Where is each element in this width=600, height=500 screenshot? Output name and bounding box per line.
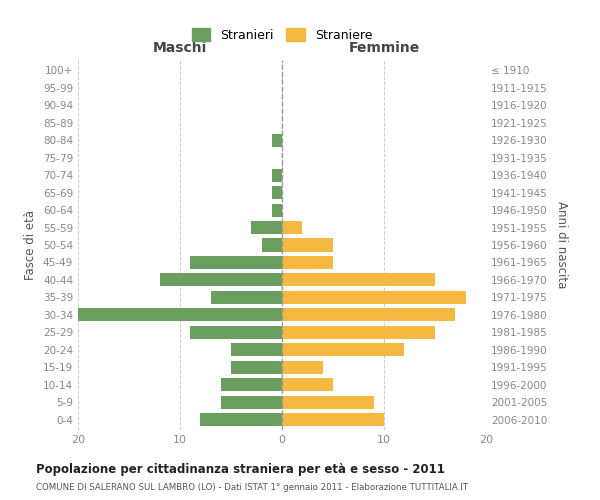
Bar	[282, 221, 302, 234]
Text: COMUNE DI SALERANO SUL LAMBRO (LO) - Dati ISTAT 1° gennaio 2011 - Elaborazione T: COMUNE DI SALERANO SUL LAMBRO (LO) - Dat…	[36, 482, 468, 492]
Bar	[231, 360, 282, 374]
Bar	[282, 238, 333, 252]
Bar	[282, 326, 435, 339]
Bar	[190, 326, 282, 339]
Bar	[282, 291, 466, 304]
Bar	[282, 378, 333, 391]
Text: Popolazione per cittadinanza straniera per età e sesso - 2011: Popolazione per cittadinanza straniera p…	[36, 462, 445, 475]
Bar	[272, 134, 282, 147]
Bar	[282, 413, 384, 426]
Y-axis label: Anni di nascita: Anni di nascita	[554, 202, 568, 288]
Bar	[282, 360, 323, 374]
Bar	[282, 308, 455, 322]
Bar	[200, 413, 282, 426]
Bar	[272, 204, 282, 216]
Bar	[221, 396, 282, 408]
Bar	[221, 378, 282, 391]
Bar	[282, 343, 404, 356]
Bar	[78, 308, 282, 322]
Bar	[211, 291, 282, 304]
Bar	[190, 256, 282, 269]
Legend: Stranieri, Straniere: Stranieri, Straniere	[189, 26, 375, 44]
Bar	[160, 274, 282, 286]
Bar	[262, 238, 282, 252]
Bar	[282, 256, 333, 269]
Bar	[272, 168, 282, 181]
Bar	[231, 343, 282, 356]
Bar	[251, 221, 282, 234]
Bar	[272, 186, 282, 199]
Bar	[282, 396, 374, 408]
Text: Maschi: Maschi	[153, 41, 207, 55]
Y-axis label: Fasce di età: Fasce di età	[25, 210, 37, 280]
Text: Femmine: Femmine	[349, 41, 419, 55]
Bar	[282, 274, 435, 286]
